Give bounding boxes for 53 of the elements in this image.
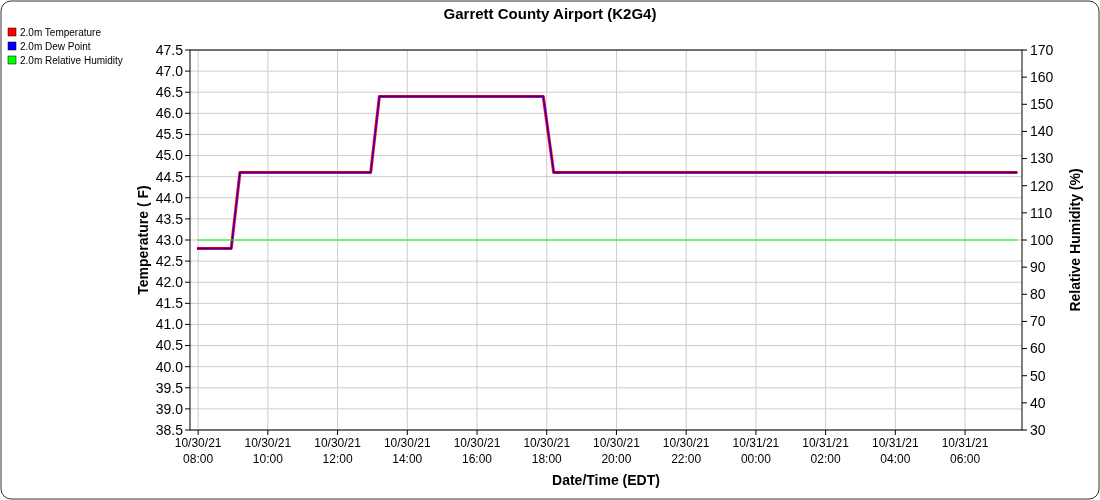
y2-tick-label: 70	[1030, 313, 1046, 330]
y2-tick-label: 110	[1030, 204, 1053, 221]
x-tick-label: 10/31/21 04:00	[871, 436, 920, 466]
y-tick-label: 38.5	[155, 421, 184, 438]
y-tick-label: 42.5	[155, 253, 184, 270]
chart-title: Garrett County Airport (K2G4)	[443, 5, 657, 22]
y-axis-title: Temperature ( F)	[135, 185, 151, 295]
legend-label: 2.0m Relative Humidity	[20, 54, 123, 66]
y-tick-label: 44.5	[155, 168, 184, 185]
y2-tick-label: 100	[1030, 231, 1054, 248]
y-tick-label: 43.5	[155, 210, 184, 227]
y2-tick-label: 170	[1030, 41, 1054, 58]
y-tick-label: 41.0	[155, 316, 184, 333]
legend-label: 2.0m Dew Point	[20, 40, 91, 52]
y2-tick-label: 120	[1030, 177, 1054, 194]
y-tick-label: 47.0	[155, 63, 184, 80]
y-tick-label: 39.0	[155, 400, 184, 417]
y-tick-label: 39.5	[155, 379, 184, 396]
y-tick-label: 43.0	[155, 231, 184, 248]
y2-tick-label: 30	[1030, 421, 1046, 438]
y-tick-label: 41.5	[155, 295, 184, 312]
x-tick-label: 10/30/21 22:00	[662, 436, 710, 466]
y-tick-label: 42.0	[155, 274, 184, 291]
x-tick-label: 10/30/21 20:00	[593, 436, 641, 466]
y-tick-label: 45.5	[155, 126, 184, 143]
y2-tick-label: 130	[1030, 150, 1054, 167]
x-tick-label: 10/30/21 10:00	[244, 436, 292, 466]
x-tick-label: 10/30/21 16:00	[453, 436, 501, 466]
x-tick-label: 10/30/21 08:00	[174, 436, 222, 466]
x-axis-title: Date/Time (EDT)	[552, 472, 660, 488]
x-tick-label: 10/30/21 12:00	[314, 436, 362, 466]
x-tick-label: 10/31/21 00:00	[732, 436, 780, 466]
x-tick-label: 10/30/21 18:00	[523, 436, 571, 466]
y2-axis-title: Relative Humidity (%)	[1067, 168, 1083, 312]
legend-label: 2.0m Temperature	[20, 26, 102, 38]
y-tick-label: 46.5	[155, 84, 184, 101]
y-tick-label: 46.0	[155, 105, 184, 122]
y-tick-label: 40.5	[155, 337, 184, 354]
y-tick-label: 40.0	[155, 358, 184, 375]
y2-tick-label: 140	[1030, 123, 1054, 140]
y2-tick-label: 40	[1030, 394, 1046, 411]
y-tick-label: 45.0	[155, 147, 184, 164]
y2-tick-label: 160	[1030, 69, 1054, 86]
y2-tick-label: 60	[1030, 340, 1046, 357]
x-tick-label: 10/30/21 14:00	[383, 436, 431, 466]
y-tick-label: 47.5	[155, 41, 184, 58]
y2-tick-label: 50	[1030, 367, 1046, 384]
x-tick-label: 10/31/21 06:00	[941, 436, 989, 466]
y2-tick-label: 150	[1030, 96, 1054, 113]
y-tick-label: 44.0	[155, 189, 184, 206]
y2-tick-label: 90	[1030, 259, 1046, 276]
x-tick-label: 10/31/21 02:00	[802, 436, 850, 466]
y2-tick-label: 80	[1030, 286, 1046, 303]
